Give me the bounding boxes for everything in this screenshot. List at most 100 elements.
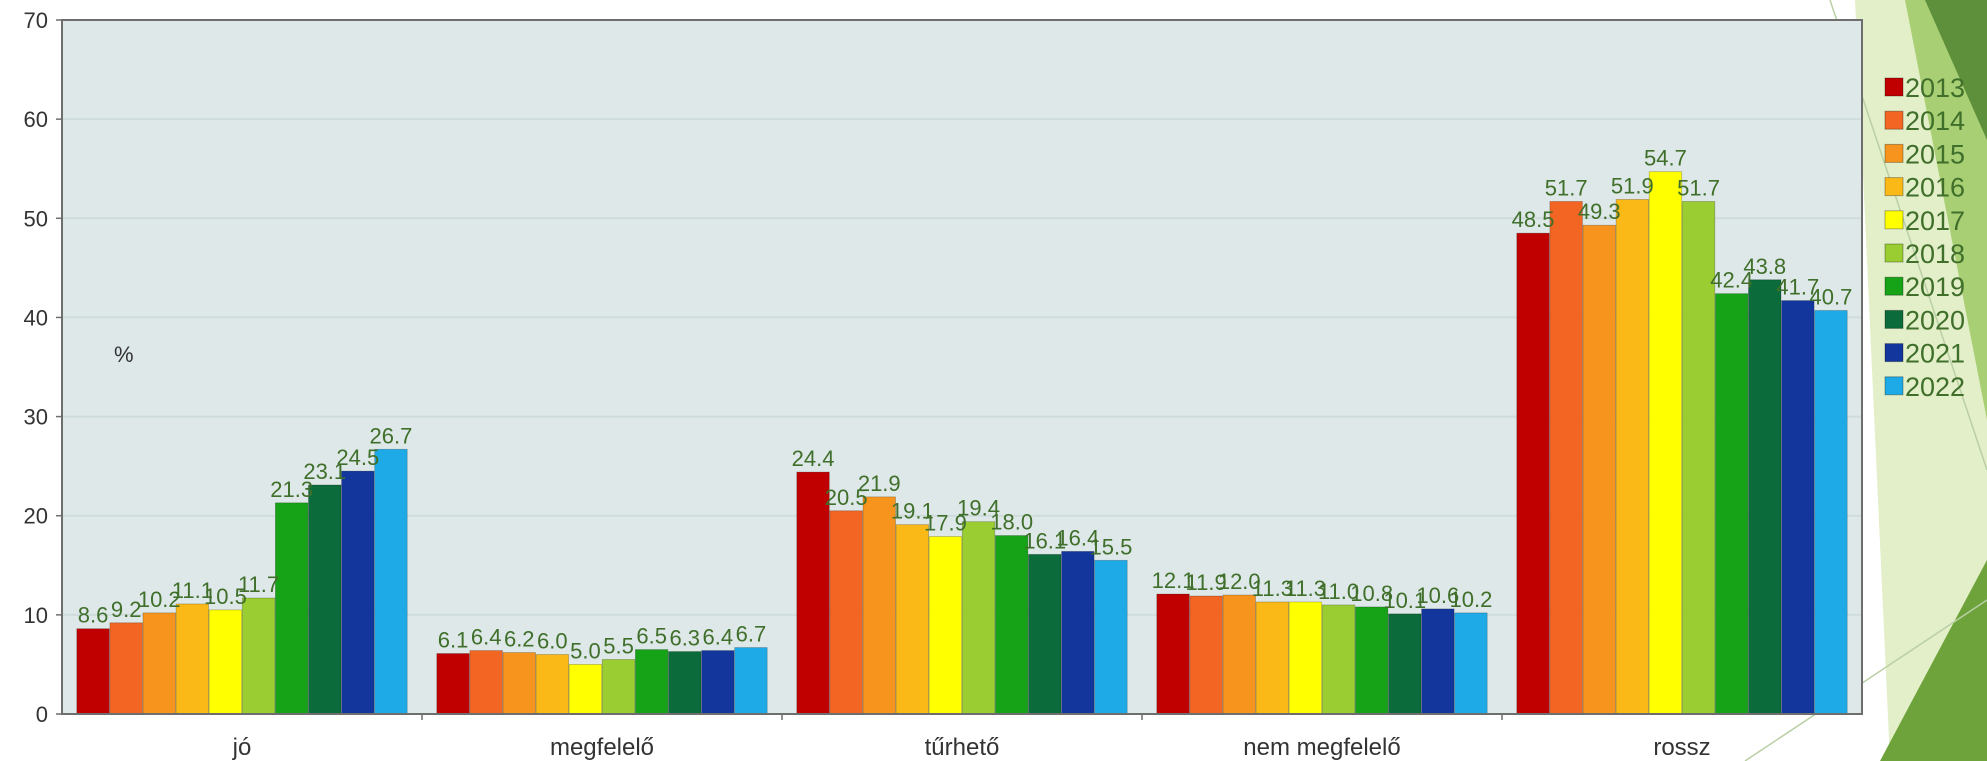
data-label: 19.1 (891, 499, 934, 524)
data-label: 6.0 (537, 629, 568, 654)
data-label: 10.5 (204, 584, 247, 609)
unit-label: % (114, 342, 134, 367)
bar (734, 647, 768, 715)
data-label: 11.3 (1285, 576, 1326, 601)
data-label: 42.4 (1710, 268, 1753, 293)
data-label: 8.6 (78, 603, 109, 628)
bar (241, 597, 276, 715)
data-label: 11.0 (1318, 579, 1359, 604)
data-label: 43.8 (1743, 254, 1786, 279)
bar (862, 496, 896, 715)
bar (1061, 551, 1095, 715)
data-label: 6.4 (703, 625, 734, 650)
legend-swatch (1884, 309, 1904, 329)
data-label: 41.7 (1776, 275, 1819, 300)
data-label: 6.4 (471, 625, 502, 650)
bar (1748, 279, 1782, 715)
bar (701, 650, 735, 715)
bar (1681, 201, 1716, 715)
legend-label: 2021 (1905, 339, 1965, 369)
bar (1222, 594, 1256, 715)
data-label: 51.7 (1677, 175, 1720, 200)
bar (829, 510, 863, 715)
bar (1388, 613, 1422, 715)
bar (1454, 612, 1488, 715)
data-label: 12.1 (1152, 568, 1195, 593)
data-label: 16.1 (1023, 528, 1066, 553)
bar (208, 609, 243, 715)
bar (995, 535, 1029, 715)
data-label: 11.1 (172, 578, 213, 603)
data-labels: 8.6 9.210.211.110.511.721.323.124.526.76.… (78, 146, 1853, 664)
bar (535, 654, 569, 715)
bar (274, 502, 309, 715)
data-label: 11.7 (238, 572, 279, 597)
bar (1648, 171, 1683, 715)
bar (635, 649, 669, 715)
legend-swatch (1884, 343, 1904, 363)
x-tick-label: tűrhető (925, 734, 1000, 761)
legend-label: 2018 (1905, 239, 1965, 269)
data-label: 10.8 (1350, 581, 1393, 606)
legend-swatch (1884, 276, 1904, 296)
y-tick-label: 0 (36, 702, 48, 727)
decor-triangle-corner (1880, 560, 1987, 761)
legend-swatch (1884, 143, 1904, 163)
bar (502, 652, 536, 715)
decor-triangle-mid (1905, 0, 1987, 420)
data-label: 5.5 (603, 633, 634, 658)
data-label: 12.0 (1218, 569, 1261, 594)
y-axis: 0 10 20 30 40 50 60 70 (24, 8, 62, 727)
bar (374, 448, 408, 715)
data-label: 23.1 (303, 459, 346, 484)
data-label: 24.5 (336, 445, 379, 470)
y-tick-label: 20 (24, 504, 48, 529)
legend-label: 2013 (1905, 73, 1965, 103)
legend-label: 2014 (1905, 106, 1965, 136)
data-label: 9.2 (111, 597, 142, 622)
data-label: 16.4 (1056, 525, 1099, 550)
data-label: 51.9 (1611, 173, 1654, 198)
data-label: 21.9 (858, 471, 901, 496)
data-label: 10.2 (1450, 587, 1493, 612)
bar (341, 470, 375, 715)
x-axis: jó megfelelő tűrhető nem megfelelő rossz (232, 714, 1711, 761)
data-label: 6.3 (669, 626, 700, 651)
y-tick-label: 30 (24, 405, 48, 430)
bars (76, 171, 1848, 715)
bar (1781, 300, 1815, 715)
bar (601, 659, 636, 715)
legend-label: 2015 (1905, 139, 1965, 169)
data-label: 24.4 (792, 446, 835, 471)
data-label: 49.3 (1578, 199, 1621, 224)
bar (1156, 593, 1190, 715)
data-label: 26.7 (370, 423, 413, 448)
x-tick-label: rossz (1653, 734, 1710, 761)
y-tick-label: 10 (24, 603, 48, 628)
bar (1321, 604, 1356, 715)
data-label: 17.9 (924, 511, 967, 536)
bar (1189, 595, 1223, 715)
bar (1288, 601, 1323, 715)
x-tick-label: jó (232, 734, 252, 761)
bar (961, 521, 996, 715)
bar (308, 484, 342, 715)
legend-label: 2019 (1905, 272, 1965, 302)
bar (109, 622, 143, 715)
bar (1355, 606, 1389, 715)
bar (1582, 224, 1616, 715)
data-label: 6.1 (438, 628, 469, 653)
data-label: 40.7 (1810, 284, 1853, 309)
data-label: 10.2 (138, 587, 181, 612)
bar (895, 524, 929, 715)
data-label: 19.4 (957, 496, 1000, 521)
y-tick-label: 50 (24, 206, 48, 231)
data-label: 21.3 (270, 477, 313, 502)
bar (1615, 199, 1649, 715)
bar (796, 471, 830, 715)
data-label: 51.7 (1545, 175, 1588, 200)
legend-swatch (1884, 210, 1904, 230)
legend-swatch (1884, 376, 1904, 396)
bar (469, 650, 503, 715)
